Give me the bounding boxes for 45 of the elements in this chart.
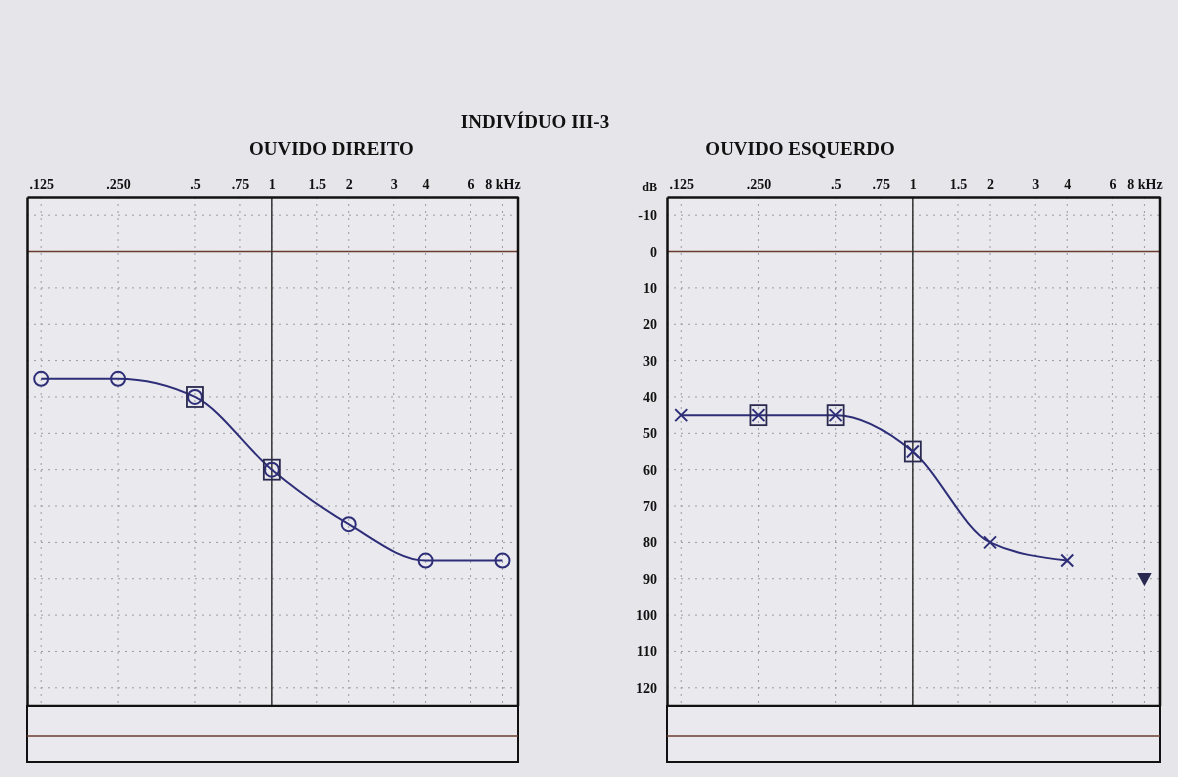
x-tick-label: .250 xyxy=(106,177,131,192)
x-tick-label: .5 xyxy=(830,177,842,192)
point xyxy=(110,370,127,387)
x-tick-label: 2 xyxy=(345,177,353,192)
x-tick-label: 1.5 xyxy=(949,177,968,192)
y-tick-label: 90 xyxy=(643,571,657,587)
y-tick-label: 80 xyxy=(643,535,657,551)
x-tick-label: 3 xyxy=(390,177,398,192)
x-tick-label: 6 xyxy=(1109,177,1117,192)
y-tick-label: 100 xyxy=(636,608,657,624)
x-tick-label: 8 kHz xyxy=(1127,177,1163,192)
point xyxy=(340,516,357,533)
x-tick-label: 1 xyxy=(909,177,917,192)
y-tick-label: 70 xyxy=(643,499,657,515)
x-tick-label: 2 xyxy=(987,177,995,192)
x-tick-label: .75 xyxy=(231,177,250,192)
x-tick-label: 4 xyxy=(422,177,430,192)
x-tick-label: .125 xyxy=(29,177,54,192)
chart-title: OUVIDO DIREITO xyxy=(248,138,414,159)
y-tick-label: -10 xyxy=(638,208,657,224)
y-tick-label: 30 xyxy=(643,353,657,369)
y-tick-label: 120 xyxy=(636,680,657,696)
x-tick-label: 1.5 xyxy=(308,177,327,192)
x-tick-label: 1 xyxy=(268,177,276,192)
y-tick-label: 20 xyxy=(643,317,657,333)
x-tick-label: .250 xyxy=(746,177,772,192)
x-tick-label: .75 xyxy=(872,177,891,192)
chart-title: OUVIDO ESQUERDO xyxy=(705,138,895,159)
y-tick-label: 60 xyxy=(643,462,657,478)
text: INDIVÍDUO III-3 xyxy=(460,111,610,132)
y-axis-title: dB xyxy=(642,180,657,194)
x-tick-label: 8 kHz xyxy=(485,177,521,192)
point xyxy=(417,552,434,569)
y-tick-label: 110 xyxy=(636,644,657,660)
y-tick-label: 10 xyxy=(643,280,657,296)
point xyxy=(33,370,50,387)
x-tick-label: 3 xyxy=(1032,177,1040,192)
y-tick-label: 40 xyxy=(643,389,657,405)
x-tick-label: .5 xyxy=(190,177,201,192)
point xyxy=(494,552,511,569)
x-tick-label: 6 xyxy=(467,177,475,192)
x-tick-label: 4 xyxy=(1064,177,1072,192)
y-tick-label: 0 xyxy=(650,244,657,260)
y-tick-label: 50 xyxy=(643,426,657,442)
x-tick-label: .125 xyxy=(669,177,694,192)
